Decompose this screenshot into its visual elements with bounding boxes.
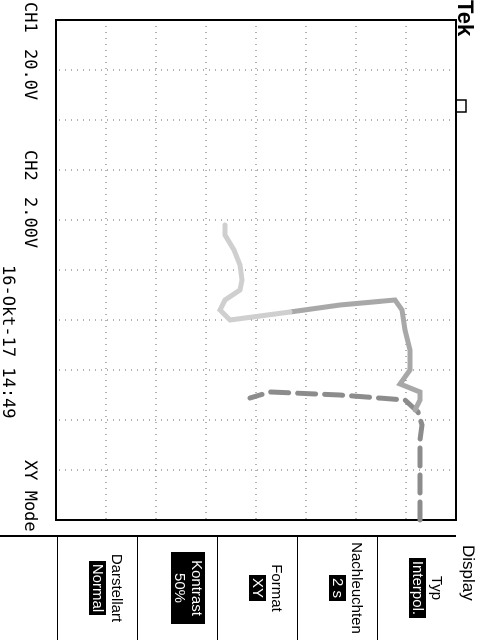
menu-separator-1 bbox=[377, 537, 378, 640]
nachleuchten-label: Nachleuchten bbox=[348, 542, 365, 634]
datetime-stamp: 16-Okt-17 14:49 bbox=[0, 265, 18, 419]
menu-separator-4 bbox=[137, 537, 138, 640]
darstellart-label: Darstellart bbox=[108, 553, 125, 623]
format-value: XY bbox=[249, 574, 266, 601]
darstellart-value: Normal bbox=[89, 560, 106, 616]
menu-divider-vertical bbox=[0, 535, 456, 537]
menu-separator-2 bbox=[297, 537, 298, 640]
format-label: Format bbox=[268, 564, 285, 612]
ch1-label: CH1 20.0V bbox=[20, 2, 40, 100]
typ-label: Typ bbox=[428, 575, 445, 601]
menu-item-kontrast[interactable]: Kontrast 50% bbox=[171, 540, 205, 636]
ch1-scale: 20.0V bbox=[20, 48, 40, 101]
menu-item-typ[interactable]: Typ Interpol. bbox=[409, 540, 445, 636]
menu-item-darstellart[interactable]: Darstellart Normal bbox=[89, 540, 125, 636]
xy-trace bbox=[216, 222, 425, 523]
menu-title: Display bbox=[459, 545, 478, 601]
ch2-scale: 2.00V bbox=[20, 196, 40, 249]
nachleuchten-value: 2 s bbox=[329, 574, 346, 601]
menu-separator-3 bbox=[217, 537, 218, 640]
typ-value: Interpol. bbox=[409, 557, 426, 619]
menu-item-format[interactable]: Format XY bbox=[249, 540, 285, 636]
menu-item-nachleuchten[interactable]: Nachleuchten 2 s bbox=[329, 540, 365, 636]
kontrast-value: 50% bbox=[171, 552, 188, 624]
ch2-label: CH2 2.00V bbox=[20, 150, 40, 248]
menu-separator-5 bbox=[57, 537, 58, 640]
ch1-name: CH1 bbox=[20, 2, 40, 33]
mode-label: XY Mode bbox=[20, 460, 40, 532]
ch2-name: CH2 bbox=[20, 150, 40, 181]
kontrast-label: Kontrast bbox=[188, 552, 205, 624]
